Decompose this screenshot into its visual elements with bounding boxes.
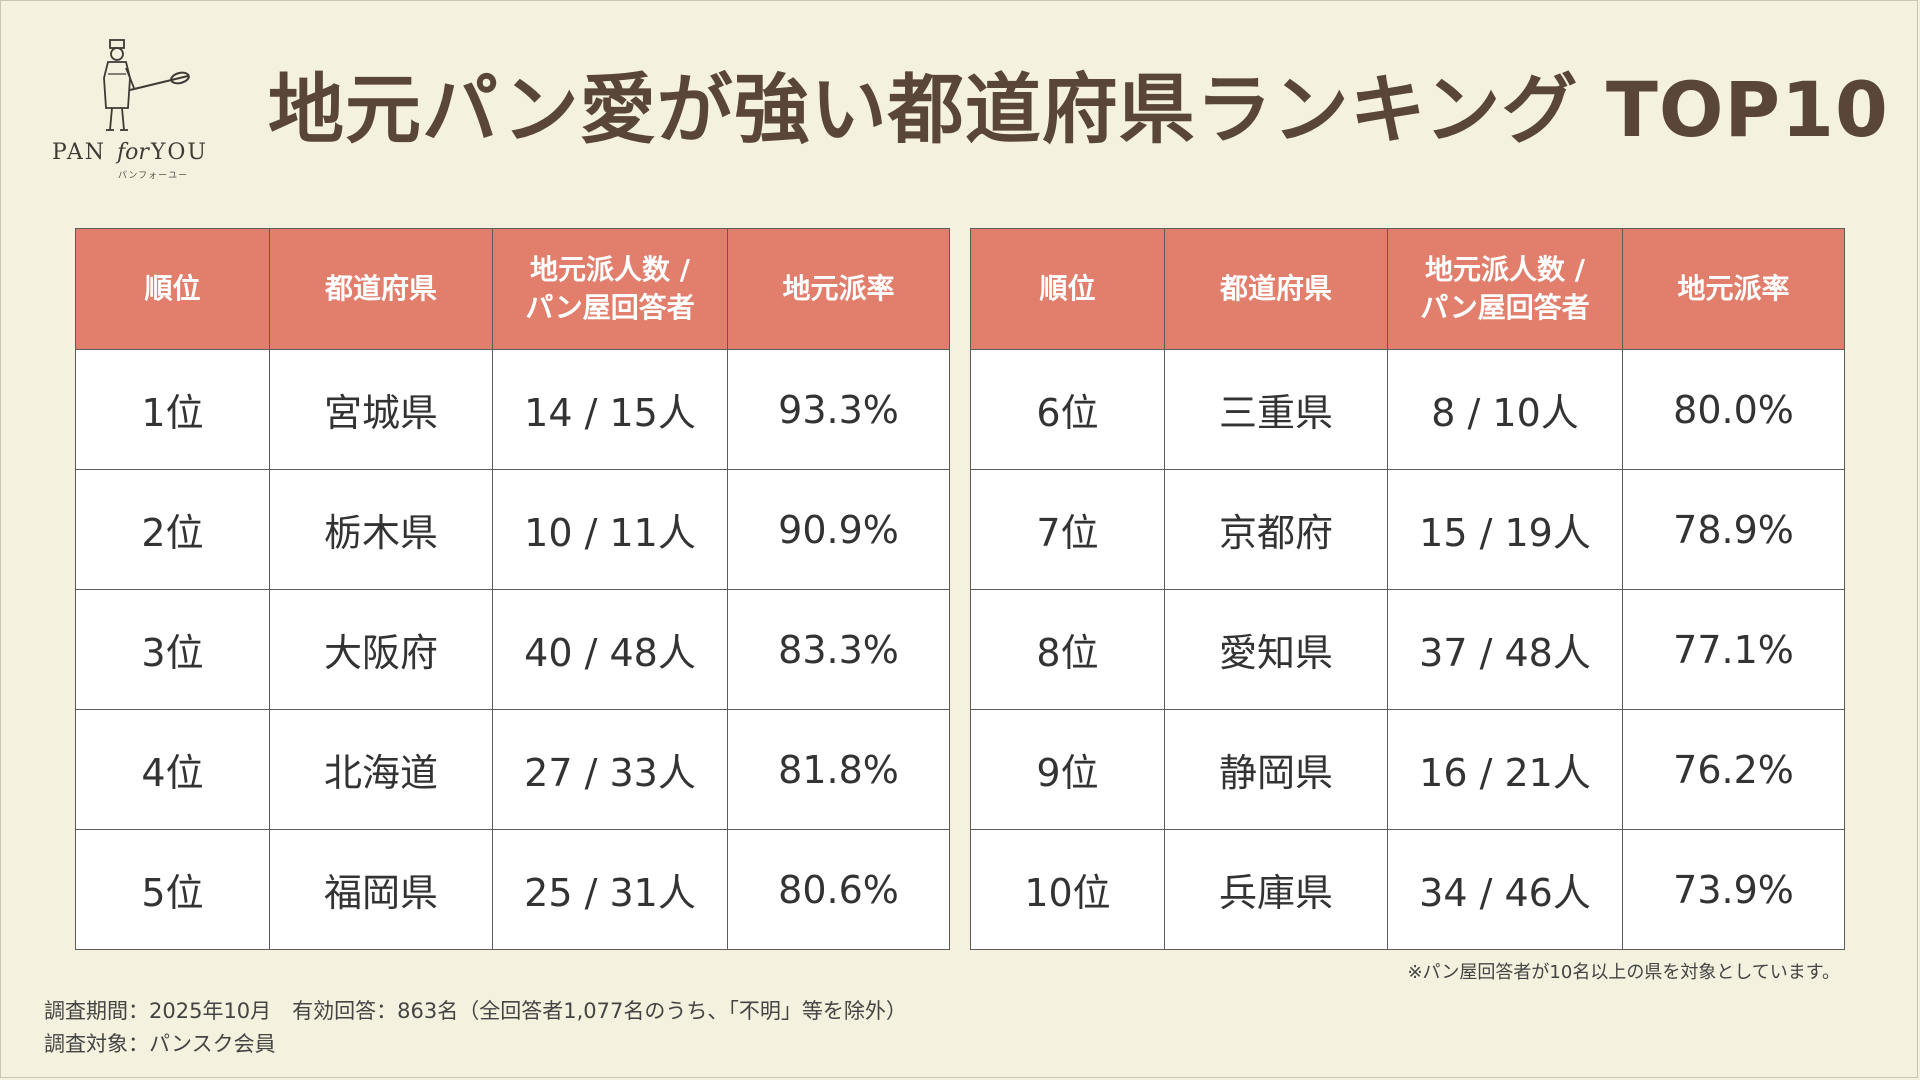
cell-prefecture: 三重県 [1164,349,1388,470]
cell-count: 15 / 19人 [1387,469,1623,590]
cell-prefecture: 静岡県 [1164,709,1388,830]
cell-count: 27 / 33人 [492,709,728,830]
table-header-row: 順位 都道府県 地元派人数 / パン屋回答者 地元派率 [970,228,1845,350]
cell-rank: 7位 [970,469,1165,590]
header-rate: 地元派率 [1622,228,1845,350]
survey-target: 調査対象：パンスク会員 [44,1032,276,1056]
cell-count: 40 / 48人 [492,589,728,710]
table-row: 4位 北海道 27 / 33人 81.8% [75,709,950,830]
cell-rate: 93.3% [727,349,950,470]
table-header-row: 順位 都道府県 地元派人数 / パン屋回答者 地元派率 [75,228,950,350]
header-rank: 順位 [75,228,270,350]
header-prefecture: 都道府県 [1164,228,1388,350]
header-rank: 順位 [970,228,1165,350]
table-row: 6位 三重県 8 / 10人 80.0% [970,349,1845,470]
cell-rank: 6位 [970,349,1165,470]
cell-rank: 5位 [75,829,270,950]
header-count: 地元派人数 / パン屋回答者 [492,228,728,350]
cell-prefecture: 福岡県 [269,829,493,950]
table-row: 9位 静岡県 16 / 21人 76.2% [970,709,1845,830]
cell-count: 16 / 21人 [1387,709,1623,830]
header-count-line2: パン屋回答者 [525,291,695,324]
cell-rate: 76.2% [1622,709,1845,830]
cell-rate: 90.9% [727,469,950,590]
header-count-line1: 地元派人数 / [1425,253,1585,286]
header-rate: 地元派率 [727,228,950,350]
table-row: 1位 宮城県 14 / 15人 93.3% [75,349,950,470]
cell-prefecture: 兵庫県 [1164,829,1388,950]
header-count-line1: 地元派人数 / [530,253,690,286]
logo-wordmark: PAN forYOU [50,140,210,165]
cell-count: 8 / 10人 [1387,349,1623,470]
cell-rank: 3位 [75,589,270,710]
table-row: 10位 兵庫県 34 / 46人 73.9% [970,829,1845,950]
table-row: 2位 栃木県 10 / 11人 90.9% [75,469,950,590]
cell-rate: 80.0% [1622,349,1845,470]
cell-prefecture: 北海道 [269,709,493,830]
brand-logo: PAN forYOU パンフォーユー [50,38,210,188]
cell-rank: 8位 [970,589,1165,710]
cell-count: 10 / 11人 [492,469,728,590]
cell-rate: 83.3% [727,589,950,710]
logo-text-pan: PAN [52,140,106,165]
cell-prefecture: 大阪府 [269,589,493,710]
cell-rate: 78.9% [1622,469,1845,590]
table-footnote: ※パン屋回答者が10名以上の県を対象としています。 [1407,962,1840,983]
cell-rate: 80.6% [727,829,950,950]
cell-rate: 81.8% [727,709,950,830]
cell-rank: 2位 [75,469,270,590]
cell-rank: 1位 [75,349,270,470]
ranking-table-right: 順位 都道府県 地元派人数 / パン屋回答者 地元派率 6位 三重県 8 / 10… [970,228,1845,950]
cell-prefecture: 京都府 [1164,469,1388,590]
cell-rank: 9位 [970,709,1165,830]
table-row: 5位 福岡県 25 / 31人 80.6% [75,829,950,950]
table-row: 7位 京都府 15 / 19人 78.9% [970,469,1845,590]
table-row: 3位 大阪府 40 / 48人 83.3% [75,589,950,710]
cell-count: 34 / 46人 [1387,829,1623,950]
header-prefecture: 都道府県 [269,228,493,350]
header-count-line2: パン屋回答者 [1420,291,1590,324]
cell-prefecture: 愛知県 [1164,589,1388,710]
cell-count: 14 / 15人 [492,349,728,470]
logo-text-you: YOU [150,140,208,165]
cell-prefecture: 宮城県 [269,349,493,470]
table-row: 8位 愛知県 37 / 48人 77.1% [970,589,1845,710]
baker-icon [103,39,190,131]
logo-text-for: for [116,140,149,165]
cell-rate: 73.9% [1622,829,1845,950]
header-count: 地元派人数 / パン屋回答者 [1387,228,1623,350]
survey-period: 調査期間：2025年10月 有効回答：863名（全回答者1,077名のうち、「不… [44,999,907,1023]
cell-prefecture: 栃木県 [269,469,493,590]
cell-rank: 10位 [970,829,1165,950]
cell-rank: 4位 [75,709,270,830]
page-title: 地元パン愛が強い都道府県ランキング TOP10 [268,65,1889,154]
ranking-table-left: 順位 都道府県 地元派人数 / パン屋回答者 地元派率 1位 宮城県 14 / 1… [75,228,950,950]
logo-subtitle: パンフォーユー [117,171,189,181]
cell-rate: 77.1% [1622,589,1845,710]
cell-count: 25 / 31人 [492,829,728,950]
cell-count: 37 / 48人 [1387,589,1623,710]
